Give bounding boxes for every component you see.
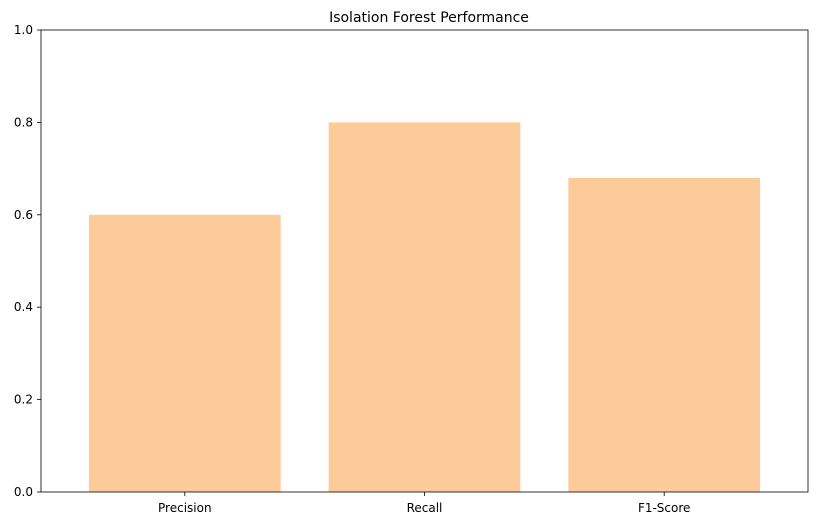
ticks-layer: Precision Recall F1-Score 0.0 0.2 0.4 0.6 0.8 1.… [14,23,691,515]
y-tick-label: 0.6 [14,208,33,222]
bar-precision [88,214,281,493]
y-tick-label: 0.8 [14,115,33,129]
chart-title: Isolation Forest Performance [329,10,529,26]
x-tick-label: Precision [158,501,212,515]
bar-recall [328,122,521,493]
x-tick-label: Recall [407,501,443,515]
y-tick-label: 0.2 [14,393,33,407]
bars-layer [88,122,761,493]
bar-f1-score [568,177,761,492]
x-tick-label: F1-Score [638,501,690,515]
y-tick-label: 0.0 [14,485,33,499]
y-tick-label: 1.0 [14,23,33,37]
y-tick-label: 0.4 [14,300,33,314]
